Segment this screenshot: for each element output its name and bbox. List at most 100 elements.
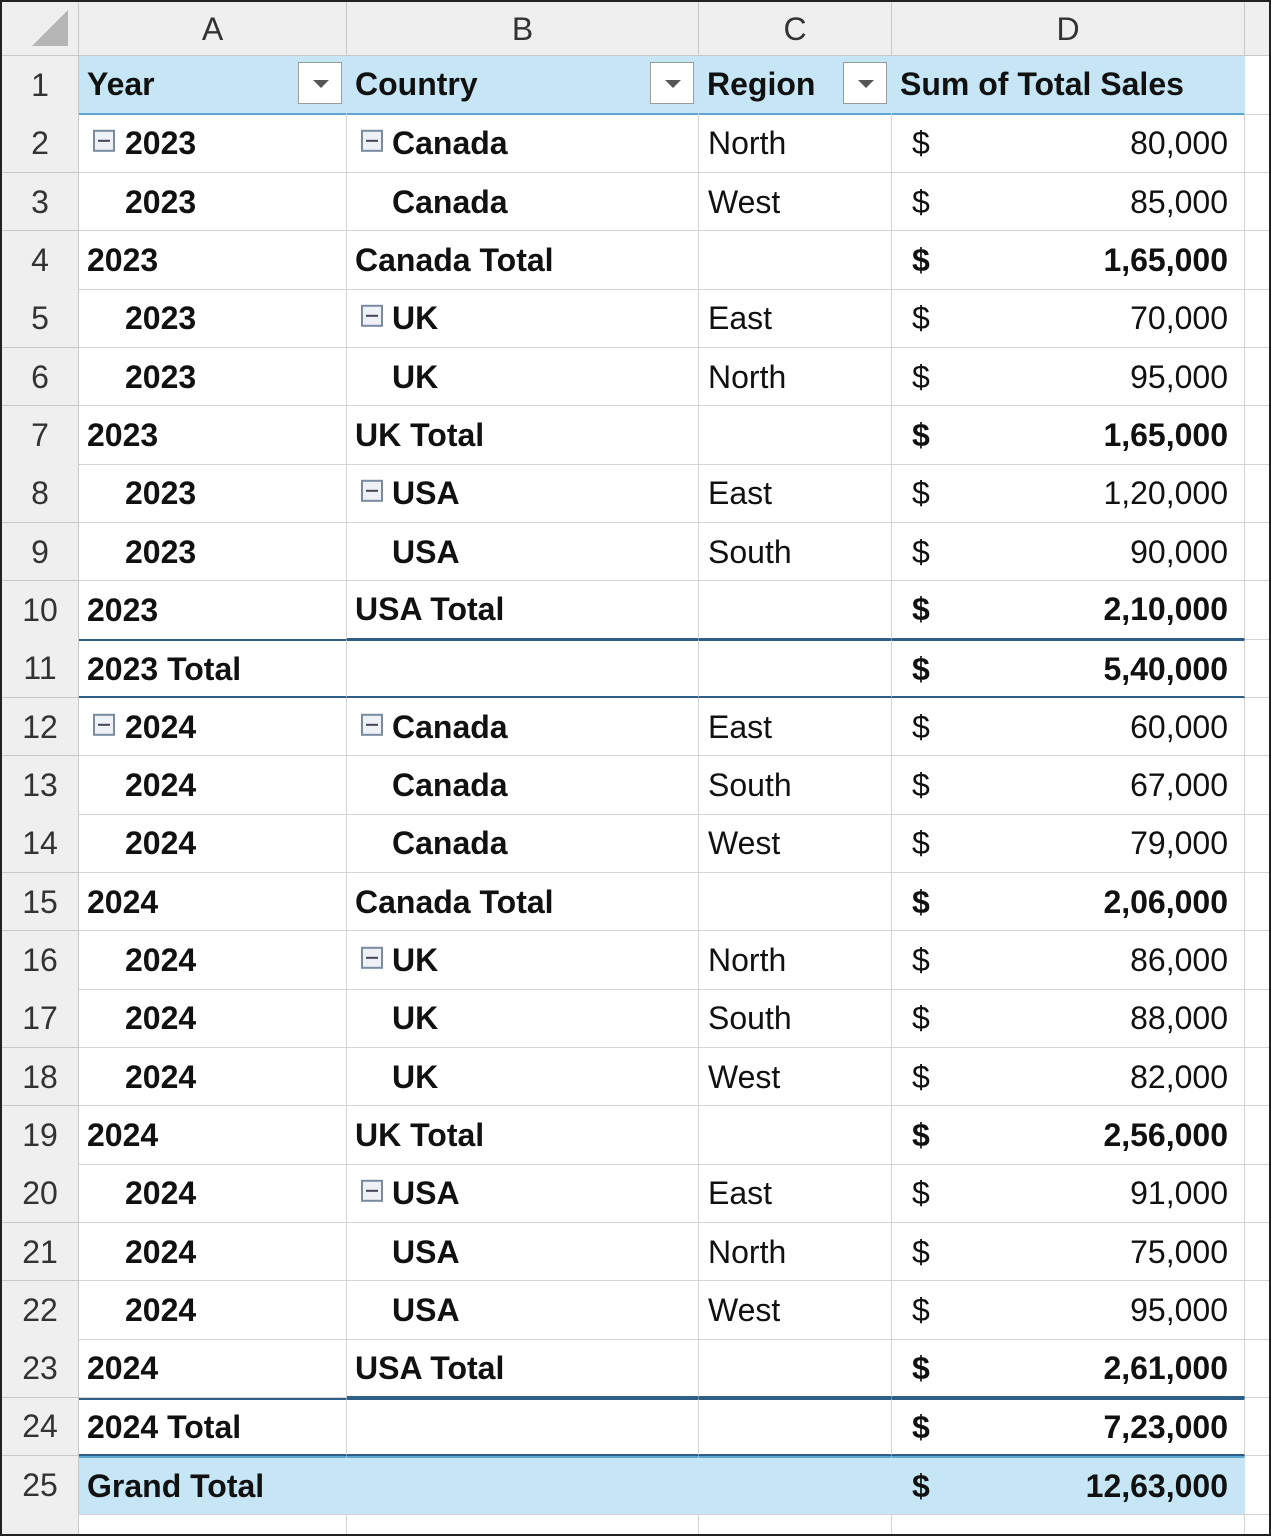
row-header[interactable]: 3 xyxy=(2,172,79,232)
cell[interactable]: 2024 xyxy=(79,1047,347,1107)
cell[interactable] xyxy=(1245,1514,1269,1534)
cell[interactable]: Country xyxy=(347,56,699,115)
filter-button[interactable] xyxy=(843,62,887,104)
cell[interactable]: 2023 Total xyxy=(79,639,347,699)
cell[interactable]: USA xyxy=(347,1164,699,1224)
column-header[interactable]: B xyxy=(347,2,699,56)
cell[interactable]: Canada xyxy=(347,755,699,815)
cell[interactable]: $90,000 xyxy=(892,522,1245,582)
row-header[interactable]: 20 xyxy=(2,1164,79,1224)
row-header[interactable]: 24 xyxy=(2,1397,79,1457)
row-header[interactable]: 6 xyxy=(2,347,79,407)
cell[interactable]: 2023 xyxy=(79,230,347,290)
column-header[interactable]: A xyxy=(79,2,347,56)
row-header[interactable]: 2 xyxy=(2,114,79,174)
row-header[interactable]: 1 xyxy=(2,56,79,115)
cell[interactable] xyxy=(699,1105,892,1165)
cell[interactable]: $2,56,000 xyxy=(892,1105,1245,1165)
cell[interactable] xyxy=(1245,523,1269,582)
collapse-button[interactable] xyxy=(361,480,383,503)
cell[interactable]: 2024 xyxy=(79,1339,347,1399)
cell[interactable] xyxy=(699,1339,892,1399)
filter-button[interactable] xyxy=(650,62,694,104)
collapse-button[interactable] xyxy=(361,1179,383,1202)
row-header[interactable]: 8 xyxy=(2,464,79,524)
cell[interactable]: East xyxy=(699,1164,892,1224)
cell[interactable] xyxy=(1245,698,1269,757)
cell[interactable]: East xyxy=(699,464,892,524)
cell[interactable]: $60,000 xyxy=(892,697,1245,757)
cell[interactable] xyxy=(1245,1281,1269,1340)
cell[interactable] xyxy=(79,1514,347,1534)
cell[interactable]: North xyxy=(699,930,892,990)
cell[interactable]: $2,06,000 xyxy=(892,872,1245,932)
cell[interactable]: 2023 xyxy=(79,347,347,407)
cell[interactable] xyxy=(1245,639,1269,699)
cell[interactable]: USA Total xyxy=(347,1339,699,1399)
cell[interactable]: West xyxy=(699,1047,892,1107)
cell[interactable]: USA xyxy=(347,522,699,582)
cell[interactable] xyxy=(1245,581,1269,640)
cell[interactable]: North xyxy=(699,1222,892,1282)
cell[interactable] xyxy=(1245,931,1269,990)
cell[interactable]: $95,000 xyxy=(892,347,1245,407)
cell[interactable]: Canada xyxy=(347,172,699,232)
cell[interactable]: $2,61,000 xyxy=(892,1339,1245,1399)
cell[interactable] xyxy=(699,1397,892,1457)
cell[interactable]: 2023 xyxy=(79,580,347,640)
cell[interactable]: Canada xyxy=(347,814,699,874)
cell[interactable]: Canada xyxy=(347,697,699,757)
cell[interactable]: UK xyxy=(347,930,699,990)
cell[interactable]: UK Total xyxy=(347,1105,699,1165)
cell[interactable]: South xyxy=(699,989,892,1049)
cell[interactable]: Canada Total xyxy=(347,230,699,290)
cell[interactable] xyxy=(1245,114,1269,174)
row-header[interactable]: 14 xyxy=(2,814,79,874)
cell[interactable] xyxy=(1245,406,1269,465)
collapse-button[interactable] xyxy=(93,713,115,736)
cell[interactable]: UK Total xyxy=(347,405,699,465)
cell[interactable]: 2024 xyxy=(79,755,347,815)
cell[interactable]: USA xyxy=(347,464,699,524)
cell[interactable]: $67,000 xyxy=(892,755,1245,815)
cell[interactable]: UK xyxy=(347,989,699,1049)
cell[interactable]: 2024 xyxy=(79,1280,347,1340)
cell[interactable]: 2023 xyxy=(79,405,347,465)
row-header[interactable]: 25 xyxy=(2,1455,79,1515)
cell[interactable]: 2024 xyxy=(79,930,347,990)
collapse-button[interactable] xyxy=(361,946,383,969)
cell[interactable]: $5,40,000 xyxy=(892,639,1245,699)
cell[interactable] xyxy=(1245,1048,1269,1107)
cell[interactable] xyxy=(1245,231,1269,290)
cell[interactable] xyxy=(699,405,892,465)
collapse-button[interactable] xyxy=(361,713,383,736)
cell[interactable]: 2024 xyxy=(79,872,347,932)
row-header[interactable]: 22 xyxy=(2,1280,79,1340)
cell[interactable]: $85,000 xyxy=(892,172,1245,232)
cell[interactable]: UK xyxy=(347,289,699,349)
cell[interactable]: $70,000 xyxy=(892,289,1245,349)
filter-button[interactable] xyxy=(298,62,342,104)
cell[interactable]: 2024 Total xyxy=(79,1397,347,1457)
collapse-button[interactable] xyxy=(93,130,115,153)
cell[interactable]: Canada xyxy=(347,114,699,174)
column-header[interactable]: C xyxy=(699,2,892,56)
collapse-button[interactable] xyxy=(361,305,383,328)
cell[interactable]: South xyxy=(699,755,892,815)
row-header[interactable] xyxy=(2,1514,79,1534)
cell[interactable] xyxy=(1245,1164,1269,1224)
cell[interactable]: 2024 xyxy=(79,1164,347,1224)
cell[interactable] xyxy=(699,872,892,932)
cell[interactable]: 2024 xyxy=(79,1105,347,1165)
row-header[interactable]: 7 xyxy=(2,405,79,465)
cell[interactable] xyxy=(1245,464,1269,524)
cell[interactable] xyxy=(892,1514,1245,1534)
cell[interactable]: UK xyxy=(347,1047,699,1107)
row-header[interactable]: 5 xyxy=(2,289,79,349)
cell[interactable] xyxy=(1245,173,1269,232)
cell[interactable]: $1,65,000 xyxy=(892,230,1245,290)
cell[interactable] xyxy=(1245,1398,1269,1457)
cell[interactable]: 2023 xyxy=(79,114,347,174)
cell[interactable]: Sum of Total Sales xyxy=(892,56,1245,115)
cell[interactable]: North xyxy=(699,347,892,407)
